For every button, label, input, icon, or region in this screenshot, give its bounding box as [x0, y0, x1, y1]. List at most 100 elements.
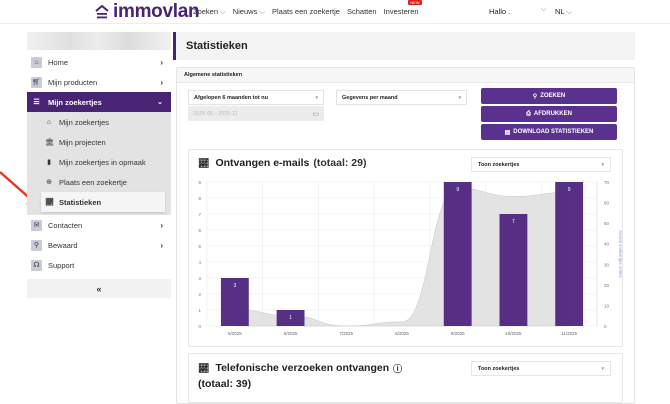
caret-down-icon: ▾ [315, 94, 318, 101]
search-icon: ⚲ [532, 93, 538, 100]
nav-label: Investeren [383, 7, 419, 16]
panel-title: Algemene statistieken [177, 68, 634, 83]
sidebar-subitem-plaats-zoekertje[interactable]: ⊕ Plaats een zoekertje [27, 172, 171, 192]
house-icon: ⌂ [46, 118, 52, 126]
nav-plaats-zoekertje[interactable]: Plaats een zoekertje [272, 7, 340, 16]
sidebar-item-support[interactable]: ☊ Support [27, 255, 171, 275]
new-badge: NEW [408, 0, 422, 5]
svg-text:20: 20 [604, 283, 610, 288]
sidebar-item-label: Contacten [48, 220, 83, 230]
nav-zoeken[interactable]: Zoeken ⌵ [193, 7, 226, 17]
svg-text:40: 40 [604, 242, 610, 247]
language-selector[interactable]: NL ⌵ [555, 7, 572, 17]
caret-down-icon: ▾ [601, 365, 604, 372]
chevron-right-icon: › [160, 77, 163, 87]
user-greeting[interactable]: Hallo . [489, 7, 511, 16]
svg-text:8: 8 [198, 196, 201, 201]
card-title: Ontvangen e-mails [215, 157, 310, 169]
emails-chart-card: 📈︎ Ontvangen e-mails (totaal: 29) Toon z… [188, 149, 623, 347]
chevron-down-icon[interactable]: ⌵ [541, 6, 547, 13]
sidebar-item-bewaard[interactable]: ⚲ Bewaard › [27, 235, 171, 255]
granularity-value: Gegevens per maand [342, 94, 398, 101]
button-label: ZOEKEN [540, 93, 566, 99]
double-chevron-left-icon: « [96, 283, 102, 294]
date-range-value: 2025-05 - 2025-11 [193, 110, 238, 117]
svg-text:3: 3 [233, 283, 236, 289]
caret-down-icon: ▾ [458, 94, 461, 101]
svg-text:1: 1 [198, 308, 201, 313]
sidebar-item-label: Home [48, 57, 69, 67]
logo-text: immovlan [113, 1, 200, 22]
svg-text:9: 9 [456, 187, 459, 193]
page-title-bar: Statistieken [173, 32, 635, 60]
chevron-right-icon: › [160, 240, 163, 250]
svg-text:9: 9 [198, 180, 201, 185]
chart-line-icon: 📈︎ [198, 157, 210, 168]
period-select[interactable]: Afgelopen 6 maanden tot nu ▾ [188, 90, 324, 105]
granularity-select[interactable]: Gegevens per maand ▾ [336, 90, 467, 105]
stats-panel: Algemene statistieken Afgelopen 6 maande… [176, 67, 635, 404]
sidebar-item-label: Support [48, 260, 75, 270]
svg-text:7/2025: 7/2025 [339, 331, 353, 336]
download-button[interactable]: ▤ DOWNLOAD STATISTIEKEN [481, 124, 617, 140]
sidebar-item-mijn-producten[interactable]: 🛒︎ Mijn producten › [27, 72, 171, 92]
chevron-right-icon: › [160, 57, 163, 67]
sidebar-item-contacten[interactable]: ✉ Contacten › [27, 215, 171, 235]
nav-label: Nieuws [232, 7, 258, 16]
svg-text:3: 3 [198, 276, 201, 281]
chevron-down-icon: ⌵ [220, 7, 226, 16]
plus-circle-icon: ⊕ [46, 179, 52, 186]
sidebar-item-label: Mijn zoekertjes in opmaak [59, 157, 146, 167]
filters-area: Afgelopen 6 maanden tot nu ▾ Gegevens pe… [177, 83, 634, 143]
svg-text:60: 60 [604, 201, 610, 206]
card-header: 📈︎ Telefonische verzoeken ontvangen ⓘ [189, 354, 622, 378]
info-icon[interactable]: ⓘ [393, 363, 403, 374]
sidebar-item-mijn-zoekertjes[interactable]: ☰ Mijn zoekertjes ⌄ [27, 92, 171, 112]
nav-investeren[interactable]: Investeren NEW [383, 0, 422, 17]
card-title: Telefonische verzoeken ontvangen [215, 362, 390, 374]
sidebar-item-label: Mijn producten [48, 77, 98, 87]
svg-text:5/2025: 5/2025 [228, 331, 242, 336]
select-value: Toon zoekertjes [478, 161, 520, 168]
nav-schatten[interactable]: Schatten [346, 7, 377, 16]
sidebar-item-home[interactable]: ⌂ Home › [27, 52, 171, 72]
search-icon: ⚲ [31, 239, 42, 251]
svg-text:10: 10 [604, 303, 610, 308]
chart-line-icon: 📈︎ [198, 362, 210, 373]
page-title: Statistieken [186, 40, 248, 52]
bookmark-icon: ▮ [47, 159, 51, 166]
svg-text:50: 50 [604, 221, 610, 226]
svg-text:8/2025: 8/2025 [395, 331, 409, 336]
collapse-sidebar-button[interactable]: « [27, 279, 171, 298]
sidebar-subitem-zoekertjes-opmaak[interactable]: ▮ Mijn zoekertjes in opmaak [27, 152, 171, 172]
date-range-input[interactable]: 2025-05 - 2025-11 ▭ [188, 106, 324, 121]
immovlan-logo[interactable]: immovlan [95, 1, 200, 22]
main-content: Statistieken Algemene statistieken Afgel… [173, 32, 635, 404]
svg-text:9/2025: 9/2025 [451, 331, 465, 336]
sidebar-subitem-statistieken[interactable]: 📈︎ Statistieken [41, 192, 165, 212]
card-total: (totaal: 39) [198, 378, 252, 390]
svg-text:11/2025: 11/2025 [561, 331, 577, 336]
sidebar-subitem-mijn-projecten[interactable]: 🏛︎ Mijn projecten [27, 132, 171, 152]
sidebar-item-label: Statistieken [59, 197, 102, 207]
chevron-right-icon: › [160, 220, 163, 230]
home-icon: ⌂ [31, 56, 42, 68]
sidebar-item-label: Mijn zoekertjes [59, 117, 110, 127]
caret-down-icon: ▾ [601, 161, 604, 168]
house-logo-icon [95, 5, 109, 19]
sidebar-submenu: ⌂ Mijn zoekertjes 🏛︎ Mijn projecten ▮ Mi… [27, 112, 171, 215]
svg-text:0: 0 [604, 324, 607, 329]
svg-text:1: 1 [289, 315, 292, 321]
print-button[interactable]: ⎙ AFDRUKKEN [481, 106, 617, 122]
nav-label: Zoeken [193, 7, 219, 16]
main-nav: Zoeken ⌵ Nieuws ⌵ Plaats een zoekertje Sch… [193, 0, 422, 17]
headset-icon: ☊ [31, 259, 42, 271]
toon-zoekertjes-select[interactable]: Toon zoekertjes ▾ [471, 361, 611, 376]
toon-zoekertjes-select[interactable]: Toon zoekertjes ▾ [471, 157, 611, 172]
search-button[interactable]: ⚲ ZOEKEN [481, 88, 617, 104]
cart-icon: 🛒︎ [31, 76, 42, 88]
nav-nieuws[interactable]: Nieuws ⌵ [233, 7, 265, 17]
svg-text:10/2025: 10/2025 [505, 331, 522, 336]
svg-text:7: 7 [512, 219, 515, 225]
sidebar-subitem-mijn-zoekertjes[interactable]: ⌂ Mijn zoekertjes [27, 112, 171, 132]
